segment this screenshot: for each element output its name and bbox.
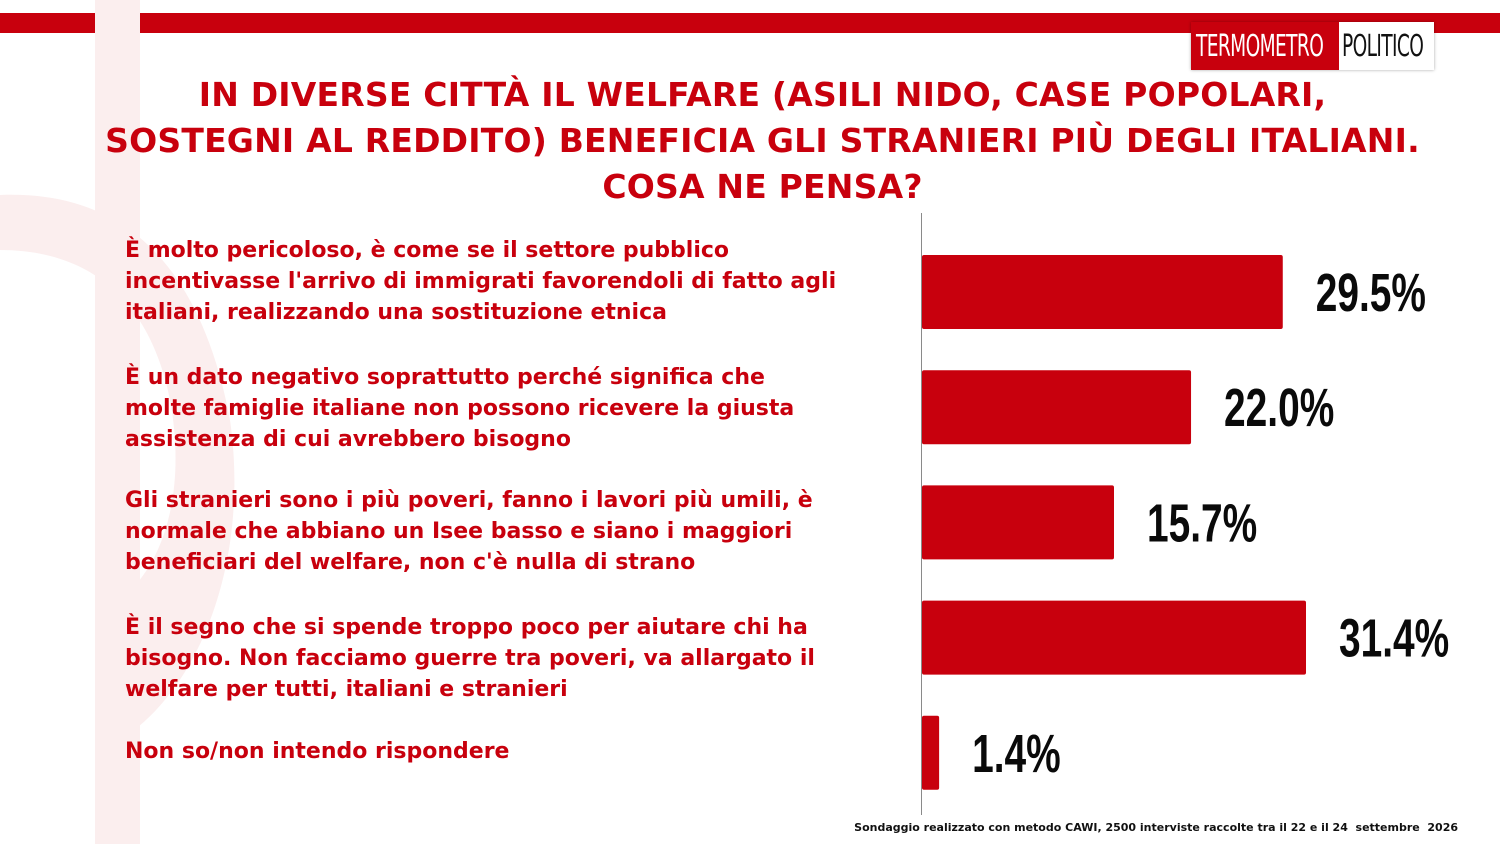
bar-value-label-3: 15.7% (1147, 492, 1257, 553)
category-label: È il segno che si spende troppo poco per… (125, 615, 815, 702)
top-accent-bar (0, 13, 1500, 33)
category-label: Non so/non intendo rispondere (125, 739, 510, 764)
chart-title-line-1: IN DIVERSE CITTÀ IL WELFARE (ASILI NIDO,… (198, 75, 1327, 114)
chart-axis-line (921, 213, 922, 815)
chart-title-line-2: SOSTEGNI AL REDDITO) BENEFICIA GLI STRAN… (105, 121, 1420, 160)
bar-value-label-1: 29.5% (1316, 262, 1426, 323)
brand-logo-white-part: POLITICO (1339, 22, 1434, 70)
brand-logo-red-part: TERMOMETRO (1191, 22, 1339, 70)
bar-4 (922, 600, 1306, 675)
brand-logo-text-1: TERMOMETRO (1196, 28, 1324, 64)
chart-title: IN DIVERSE CITTÀ IL WELFARE (ASILI NIDO,… (40, 72, 1485, 210)
survey-footnote: Sondaggio realizzato con metodo CAWI, 25… (854, 821, 1458, 834)
bar-value-label-2: 22.0% (1224, 377, 1334, 438)
category-label: È molto pericoloso, è come se il settore… (125, 238, 837, 325)
category-label: Gli stranieri sono i più poveri, fanno i… (125, 488, 813, 575)
bar-value-label-4: 31.4% (1339, 607, 1449, 668)
bar-5 (922, 715, 940, 790)
bar-2 (922, 370, 1192, 445)
category-label: È un dato negativo soprattutto perché si… (125, 365, 795, 452)
brand-logo-text-2: POLITICO (1342, 28, 1424, 64)
bar-value-label-5: 1.4% (972, 722, 1061, 783)
category-labels: È molto pericoloso, è come se il settore… (125, 235, 915, 795)
bar-3 (922, 485, 1114, 560)
chart-title-line-3: COSA NE PENSA? (602, 167, 923, 206)
brand-logo: TERMOMETRO POLITICO (1191, 22, 1434, 70)
bar-1 (922, 255, 1283, 329)
